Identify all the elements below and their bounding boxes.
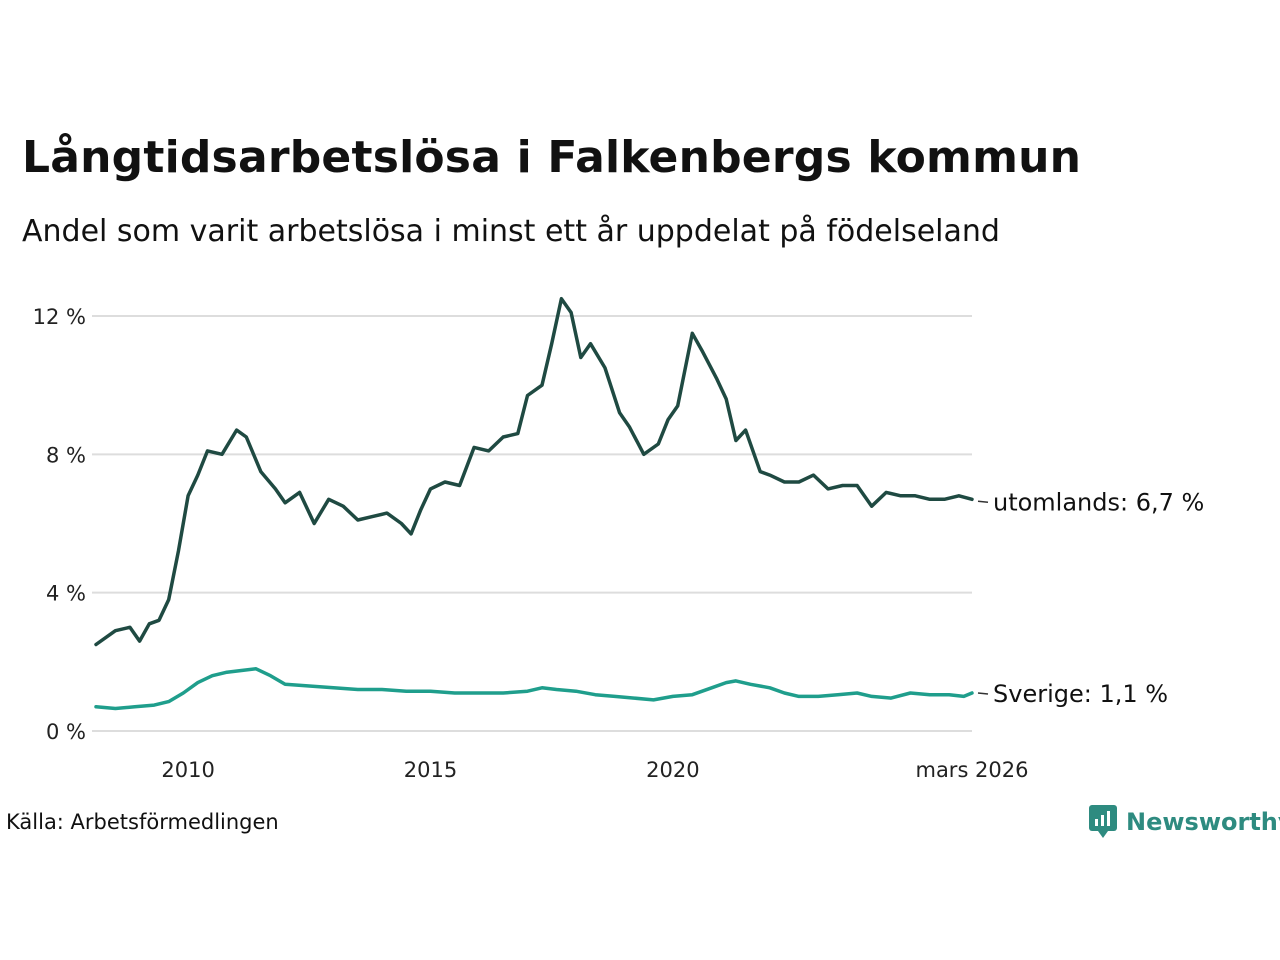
x-tick-label: 2010 xyxy=(161,758,214,782)
y-tick-label: 8 % xyxy=(46,443,86,467)
end-labels: utomlands: 6,7 % Sverige: 1,1 % xyxy=(977,488,1204,708)
chart-title: Långtidsarbetslösa i Falkenbergs kommun xyxy=(22,132,1082,183)
end-label-connector xyxy=(977,692,989,695)
series-lines xyxy=(94,296,974,711)
x-tick-label: 2020 xyxy=(646,758,699,782)
series-line-utomlands xyxy=(94,296,974,647)
source-note: Källa: Arbetsförmedlingen xyxy=(6,810,279,834)
brand[interactable]: Newsworthy xyxy=(1088,804,1280,840)
y-tick-label: 4 % xyxy=(46,582,86,606)
end-label-connector xyxy=(977,500,989,504)
y-tick-label: 0 % xyxy=(46,720,86,744)
gridlines xyxy=(92,315,972,732)
end-label-utomlands: utomlands: 6,7 % xyxy=(993,488,1204,516)
x-tick-label: mars 2026 xyxy=(915,758,1028,782)
y-axis-ticks: 0 % 4 % 8 % 12 % xyxy=(33,305,86,744)
end-label-sverige: Sverige: 1,1 % xyxy=(993,680,1168,708)
x-axis-ticks: 2010 2015 2020 mars 2026 xyxy=(161,758,1028,782)
chart-subtitle: Andel som varit arbetslösa i minst ett å… xyxy=(22,214,1000,249)
x-tick-label: 2015 xyxy=(404,758,457,782)
series-line-sverige xyxy=(94,667,974,711)
newsworthy-logo-icon xyxy=(1089,805,1117,838)
brand-name: Newsworthy xyxy=(1126,808,1280,836)
y-tick-label: 12 % xyxy=(33,305,86,329)
